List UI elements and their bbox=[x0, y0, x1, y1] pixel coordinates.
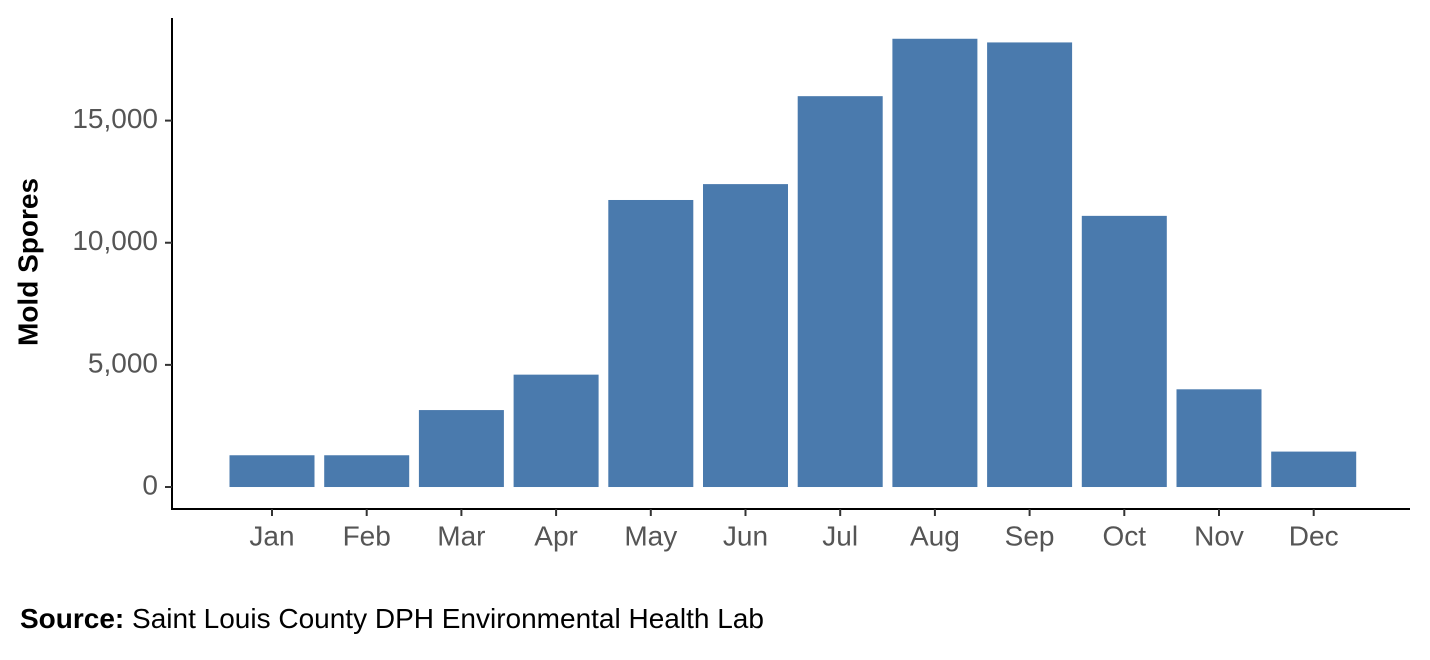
bar bbox=[1176, 389, 1262, 488]
x-tick-label: Sep bbox=[1005, 520, 1055, 551]
x-tick-label: Nov bbox=[1194, 520, 1244, 551]
bar bbox=[418, 410, 504, 488]
x-tick-label: Dec bbox=[1289, 520, 1339, 551]
bar bbox=[1081, 215, 1167, 488]
bar bbox=[229, 455, 315, 488]
bar bbox=[892, 38, 978, 488]
x-tick-label: Aug bbox=[910, 520, 960, 551]
bar bbox=[608, 199, 694, 488]
bar bbox=[703, 184, 788, 488]
x-tick-label: Oct bbox=[1103, 520, 1147, 551]
y-tick-label: 0 bbox=[142, 469, 158, 500]
y-axis-label: Mold Spores bbox=[12, 178, 43, 346]
y-tick-label: 5,000 bbox=[88, 347, 158, 378]
y-tick-label: 15,000 bbox=[72, 103, 158, 134]
bar bbox=[1271, 451, 1357, 488]
bar bbox=[324, 455, 410, 488]
x-tick-label: Jul bbox=[822, 520, 858, 551]
x-tick-label: May bbox=[624, 520, 677, 551]
bar bbox=[797, 96, 883, 488]
x-tick-label: Jun bbox=[723, 520, 768, 551]
x-tick-label: Apr bbox=[534, 520, 578, 551]
x-tick-label: Feb bbox=[343, 520, 391, 551]
source-label: Source: bbox=[20, 603, 124, 634]
y-tick-label: 10,000 bbox=[72, 225, 158, 256]
source-text: Saint Louis County DPH Environmental Hea… bbox=[132, 603, 764, 634]
x-tick-label: Jan bbox=[249, 520, 294, 551]
x-tick-label: Mar bbox=[437, 520, 485, 551]
bar bbox=[513, 374, 599, 488]
source-note: Source: Saint Louis County DPH Environme… bbox=[20, 603, 764, 634]
bar bbox=[987, 42, 1073, 488]
